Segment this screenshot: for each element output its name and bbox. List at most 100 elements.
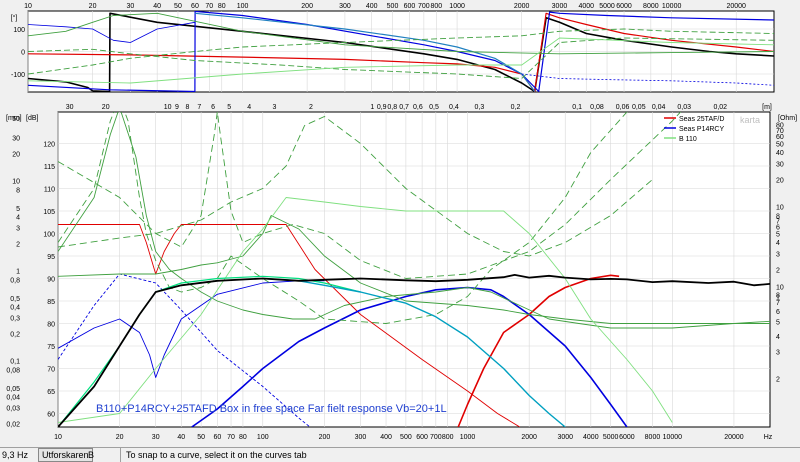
wavelength-tick-label: 7 — [197, 104, 201, 111]
ohm-tick-label: 40 — [776, 150, 784, 157]
explorer-tab[interactable]: Utforskaren — [38, 448, 93, 462]
mm-tick-label: 20 — [12, 151, 20, 158]
ohm-tick-label: 7 — [776, 300, 780, 307]
x-tick-label: 50 — [197, 434, 205, 441]
wavelength-tick-label: 8 — [186, 104, 190, 111]
wavelength-tick-label: 0,5 — [429, 104, 439, 111]
x-tick-label: 600 — [416, 434, 428, 441]
ohm-tick-label: 10 — [776, 285, 784, 292]
x-tick-label: 20 — [116, 434, 124, 441]
x-tick-label: 80 — [239, 434, 247, 441]
ohm-tick-label: 6 — [776, 309, 780, 316]
x-tick-label: 20 — [89, 3, 97, 10]
wavelength-tick-label: 2 — [309, 104, 313, 111]
series-line — [191, 286, 628, 427]
ohm-tick-label: 8 — [776, 214, 780, 221]
wavelength-tick-label: 0,04 — [652, 104, 666, 111]
y-tick-label: 120 — [43, 142, 55, 149]
mm-tick-label: 30 — [12, 136, 20, 143]
series-line — [194, 12, 536, 92]
x-tick-label: 300 — [339, 3, 351, 10]
series-group — [58, 112, 770, 427]
series-line — [262, 277, 566, 427]
ohm-tick-label: 2 — [776, 376, 780, 383]
x-tick-label: 30 — [152, 434, 160, 441]
ohm-tick-label: 4 — [776, 240, 780, 247]
ohm-tick-label: 5 — [776, 320, 780, 327]
x-tick-label: 10 — [24, 3, 32, 10]
y-tick-label: 100 — [13, 27, 25, 34]
wavelength-tick-label: 5 — [227, 104, 231, 111]
mm-tick-label: 0,2 — [10, 331, 20, 338]
x-tick-label: 100 — [237, 3, 249, 10]
wavelength-tick-label: 0,02 — [713, 104, 727, 111]
ohm-tick-label: 8 — [776, 293, 780, 300]
y-tick-label: 85 — [47, 299, 55, 306]
wavelength-tick-label: 0,1 — [572, 104, 582, 111]
wavelength-tick-label: 0,08 — [590, 104, 604, 111]
x-tick-label: 100 — [257, 434, 269, 441]
x-tick-label: 700 — [418, 3, 430, 10]
x-tick-label: 8000 — [643, 3, 659, 10]
x-tick-label: 5000 — [599, 3, 615, 10]
ohm-tick-label: 3 — [776, 349, 780, 356]
wavelength-tick-label: 0,06 — [616, 104, 630, 111]
legend-entry: B 110 — [679, 136, 697, 143]
wavelength-tick-label: 20 — [102, 104, 110, 111]
chart-annotation: B110+P14RCY+25TAFD Box in free space Far… — [96, 403, 447, 415]
y-tick-label: 105 — [43, 209, 55, 216]
series-line — [28, 37, 774, 79]
ohm-axis-label: [Ohm] — [778, 115, 797, 122]
y-tick-label: 100 — [43, 232, 55, 239]
phase-chart[interactable]: 10 20 30 40 50 60 70 80 100 200 300 400 500 600 700 800… — [0, 0, 800, 100]
spl-chart[interactable]: 10 20 30 40 50 60 70 80 100 200 300 400 500 600 700 800… — [0, 101, 800, 446]
wavelength-tick-label: 30 — [66, 104, 74, 111]
x-tick-label: 80 — [218, 3, 226, 10]
series-line — [28, 12, 774, 92]
mm-tick-label: 0,3 — [10, 316, 20, 323]
x-tick-label: 2000 — [514, 3, 530, 10]
series-line — [58, 224, 521, 427]
status-hint: To snap to a curve, select it on the cur… — [126, 450, 307, 460]
y-tick-label: 0 — [21, 50, 25, 57]
x-tick-label: 60 — [191, 3, 199, 10]
x-tick-label: 700 — [430, 434, 442, 441]
watermark-text: karta — [740, 115, 760, 125]
series-line — [28, 12, 774, 55]
x-tick-label: 500 — [400, 434, 412, 441]
db-axis-label: [dB] — [26, 115, 39, 122]
y-tick-label: 75 — [47, 344, 55, 351]
wavelength-tick-label: 0,2 — [511, 104, 521, 111]
wavelength-tick-label: 0,03 — [677, 104, 691, 111]
series-line — [58, 116, 653, 257]
wavelength-tick-label: 9 — [175, 104, 179, 111]
y-tick-label: 70 — [47, 367, 55, 374]
mm-tick-label: 0,04 — [6, 394, 20, 401]
series-line — [58, 197, 673, 423]
x-tick-label: 200 — [319, 434, 331, 441]
x-tick-label: 10000 — [663, 434, 683, 441]
wavelength-tick-label: 6 — [211, 104, 215, 111]
x-tick-label: 5000 — [603, 434, 619, 441]
series-line — [58, 215, 770, 324]
wavelength-tick-label: 0,8 — [387, 104, 397, 111]
x-tick-label: 6000 — [619, 434, 635, 441]
wavelength-tick-label: 10 — [164, 104, 172, 111]
x-tick-label: 40 — [153, 3, 161, 10]
mm-tick-label: 10 — [12, 178, 20, 185]
ohm-tick-label: 20 — [776, 178, 784, 185]
y-tick-label: 60 — [47, 412, 55, 419]
wavelength-tick-label: 1 — [370, 104, 374, 111]
x-tick-label: 8000 — [645, 434, 661, 441]
series-line — [58, 112, 628, 324]
ohm-tick-label: 80 — [776, 123, 784, 130]
wavelength-unit-label: [m] — [762, 104, 772, 111]
ohm-tick-label: 1 — [776, 295, 780, 302]
series-line — [457, 274, 620, 427]
mm-tick-label: 0,03 — [6, 406, 20, 413]
cursor-frequency-readout: 9,3 Hz — [2, 450, 29, 460]
y-tick-label: 95 — [47, 254, 55, 261]
wavelength-tick-label: 3 — [272, 104, 276, 111]
mm-tick-label: 1 — [16, 268, 20, 275]
